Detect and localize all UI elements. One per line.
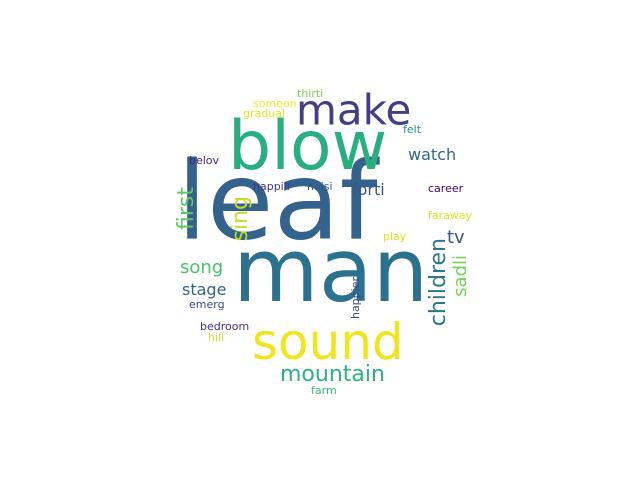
- word-man: man: [233, 219, 429, 323]
- word-bedroom: bedroom: [200, 320, 250, 334]
- word-song: song: [180, 256, 224, 278]
- word-emerg: emerg: [189, 298, 225, 312]
- word-stage: stage: [182, 280, 227, 300]
- word-faraway: faraway: [428, 209, 473, 223]
- word-farm: farm: [311, 384, 337, 398]
- word-watch: watch: [408, 145, 457, 165]
- word-noisi: noisi: [307, 180, 333, 194]
- word-career: career: [428, 182, 464, 196]
- word-sing: sing: [228, 196, 253, 242]
- word-forti: forti: [352, 180, 385, 200]
- word-happili: happili: [253, 180, 290, 194]
- word-leaf: leaf: [177, 139, 378, 265]
- word-sadli: sadli: [450, 255, 471, 297]
- word-blow: blow: [228, 106, 388, 186]
- word-hill: hill: [208, 331, 225, 345]
- word-someon: someon: [253, 97, 297, 111]
- word-make: make: [296, 85, 412, 135]
- word-first: first: [174, 187, 199, 230]
- word-felt: felt: [403, 123, 422, 137]
- word-play: play: [383, 230, 407, 244]
- word-mountain: mountain: [280, 362, 385, 388]
- word-children: children: [426, 238, 451, 327]
- word-tv: tv: [447, 226, 465, 248]
- word-gradual: gradual: [243, 107, 285, 121]
- word-thirti: thirti: [297, 87, 324, 101]
- word-belov: belov: [189, 154, 220, 168]
- word-happier: happier: [349, 277, 362, 320]
- word-sound: sound: [252, 313, 404, 371]
